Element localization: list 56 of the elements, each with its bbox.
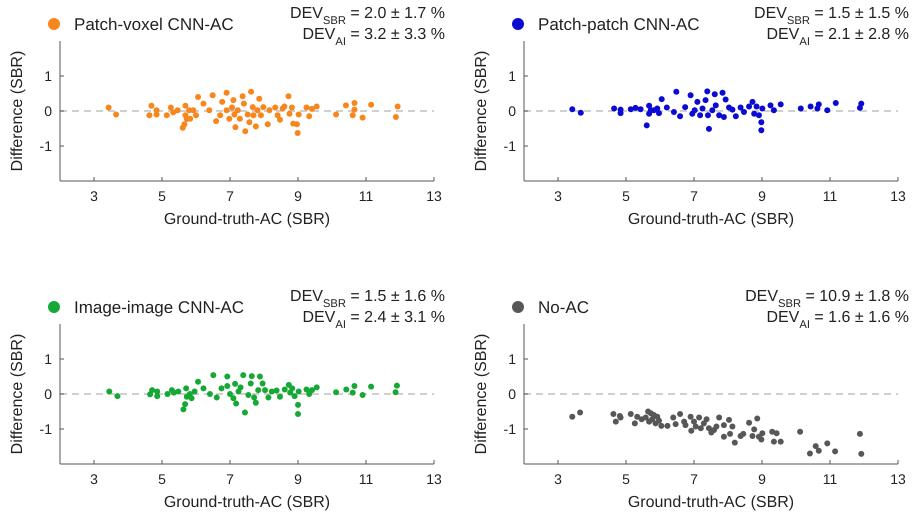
- text: DEV$_{SBR}$ = 2.0 ± 1.7 %: [290, 5, 445, 27]
- y-axis-title: Difference (SBR): [9, 334, 26, 454]
- legend-label: Patch-voxel CNN-AC: [74, 15, 234, 34]
- x-tick-label: 5: [622, 188, 630, 204]
- legend-label: No-AC: [538, 298, 590, 317]
- y-tick-label: 1: [508, 351, 516, 367]
- x-tick-label: 11: [822, 188, 838, 204]
- x-tick-label: 3: [90, 471, 98, 487]
- text: DEV$_{SBR}$ = 1.5 ± 1.6 %: [290, 288, 445, 310]
- legend-label: Image-image CNN-AC: [74, 298, 244, 317]
- x-tick-label: 9: [758, 188, 766, 204]
- y-tick-label: 1: [508, 68, 516, 84]
- x-tick-label: 11: [822, 471, 838, 487]
- y-axis-title: Difference (SBR): [473, 334, 490, 454]
- y-tick-label: 0: [508, 386, 516, 402]
- text: DEV$_{SBR}$ = 10.9 ± 1.8 %: [745, 288, 909, 310]
- x-axis-title: Ground-truth-AC (SBR): [164, 211, 330, 228]
- y-tick-label: 0: [508, 103, 516, 119]
- annotation: DEV$_{AI}$ = 1.6 ± 1.6 %: [766, 309, 909, 331]
- y-tick-label: -1: [40, 138, 52, 154]
- x-tick-label: 5: [158, 188, 166, 204]
- x-tick-label: 7: [690, 471, 698, 487]
- x-tick-label: 11: [358, 188, 374, 204]
- x-axis-title: Ground-truth-AC (SBR): [628, 494, 794, 511]
- x-axis-title: Ground-truth-AC (SBR): [628, 211, 794, 228]
- annotation: DEV$_{AI}$ = 3.2 ± 3.3 %: [302, 26, 445, 48]
- x-tick-label: 5: [158, 471, 166, 487]
- x-tick-label: 3: [554, 471, 562, 487]
- x-tick-label: 13: [890, 471, 906, 487]
- legend-label: Patch-patch CNN-AC: [538, 15, 700, 34]
- y-tick-label: -1: [504, 421, 516, 437]
- x-tick-label: 13: [426, 188, 442, 204]
- x-tick-label: 13: [890, 188, 906, 204]
- x-tick-label: 9: [758, 471, 766, 487]
- x-tick-label: 11: [358, 471, 374, 487]
- annotation: DEV$_{AI}$ = 2.4 ± 3.1 %: [302, 309, 445, 331]
- x-tick-label: 9: [294, 471, 302, 487]
- y-tick-label: 0: [44, 103, 52, 119]
- y-axis-title: Difference (SBR): [473, 50, 490, 172]
- x-tick-label: 3: [554, 188, 562, 204]
- x-tick-label: 13: [426, 471, 442, 487]
- y-tick-label: 0: [44, 386, 52, 402]
- y-tick-label: 1: [44, 68, 52, 84]
- x-axis-title: Ground-truth-AC (SBR): [164, 494, 330, 511]
- x-tick-label: 7: [690, 188, 698, 204]
- x-tick-label: 5: [622, 471, 630, 487]
- x-tick-label: 7: [226, 188, 234, 204]
- x-tick-label: 3: [90, 188, 98, 204]
- y-tick-label: -1: [40, 421, 52, 437]
- text: DEV$_{SBR}$ = 1.5 ± 1.5 %: [754, 5, 909, 27]
- y-tick-label: -1: [504, 138, 516, 154]
- x-tick-label: 9: [294, 188, 302, 204]
- y-tick-label: 1: [44, 351, 52, 367]
- y-axis-title: Difference (SBR): [9, 50, 26, 172]
- x-tick-label: 7: [226, 471, 234, 487]
- annotation: DEV$_{AI}$ = 2.1 ± 2.8 %: [766, 26, 909, 48]
